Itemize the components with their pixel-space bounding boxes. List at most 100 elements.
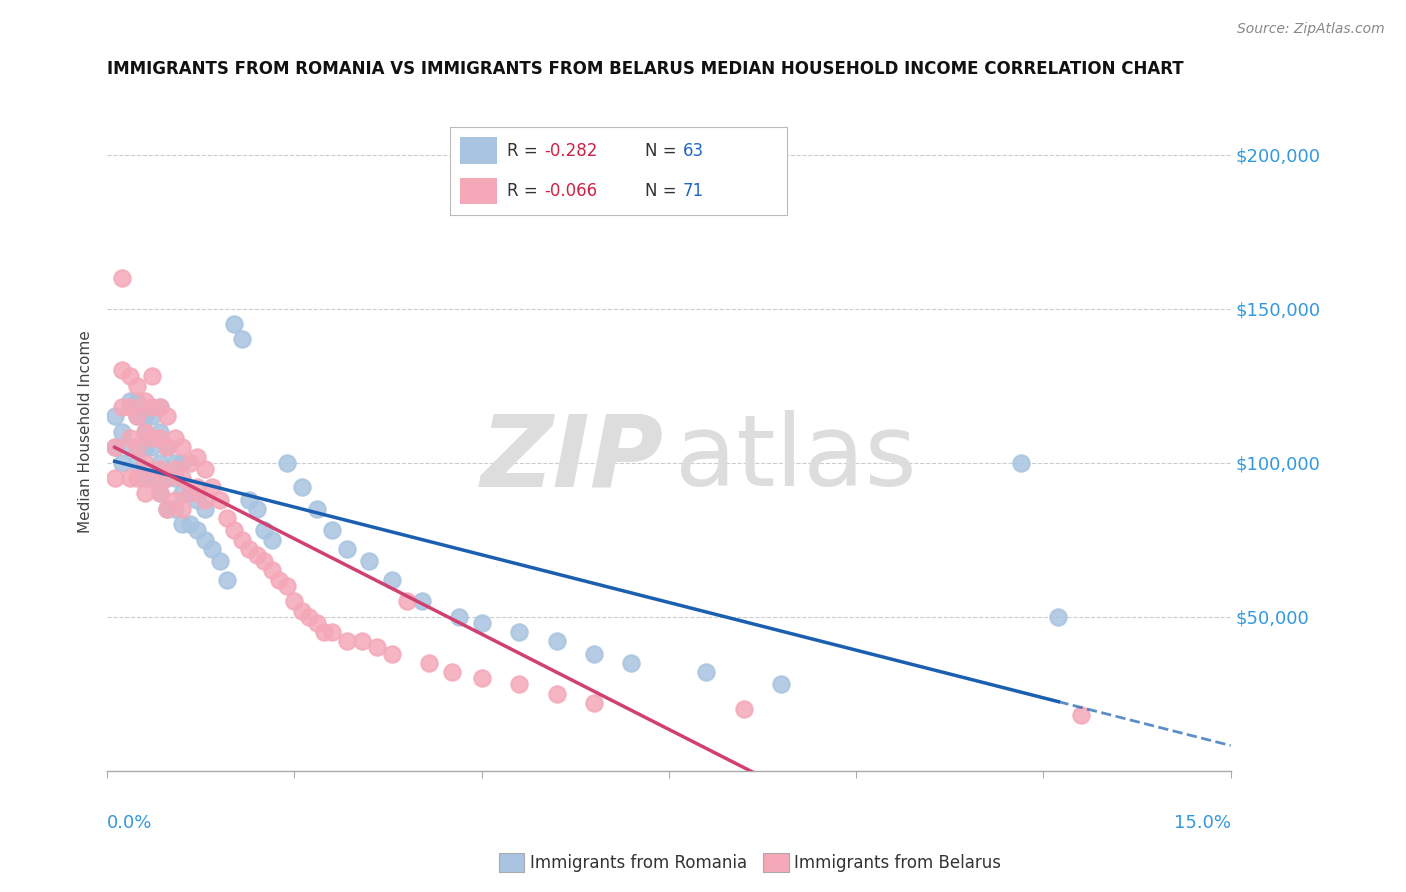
- Point: [149, 456, 172, 470]
- Point: [305, 501, 328, 516]
- Point: [149, 486, 172, 500]
- Point: [336, 634, 359, 648]
- Point: [170, 517, 193, 532]
- Point: [238, 492, 260, 507]
- Point: [156, 440, 179, 454]
- Point: [149, 401, 172, 415]
- Point: [149, 401, 172, 415]
- Point: [253, 524, 276, 538]
- Point: [118, 394, 141, 409]
- Point: [127, 456, 149, 470]
- Text: atlas: atlas: [675, 410, 917, 508]
- Point: [134, 440, 156, 454]
- Point: [118, 440, 141, 454]
- Point: [1010, 456, 1032, 470]
- Point: [395, 594, 418, 608]
- Point: [186, 450, 208, 464]
- Point: [231, 333, 253, 347]
- Point: [179, 456, 201, 470]
- Text: Source: ZipAtlas.com: Source: ZipAtlas.com: [1237, 22, 1385, 37]
- Point: [141, 471, 163, 485]
- Point: [224, 317, 246, 331]
- Point: [381, 573, 404, 587]
- Point: [156, 409, 179, 424]
- Point: [246, 501, 269, 516]
- Point: [163, 501, 186, 516]
- Point: [163, 471, 186, 485]
- Point: [156, 471, 179, 485]
- Point: [253, 554, 276, 568]
- Point: [193, 533, 215, 547]
- Point: [134, 471, 156, 485]
- Point: [104, 440, 127, 454]
- Point: [156, 440, 179, 454]
- Point: [201, 480, 224, 494]
- Point: [246, 548, 269, 562]
- Point: [179, 486, 201, 500]
- Point: [582, 647, 605, 661]
- Point: [350, 634, 373, 648]
- Point: [134, 456, 156, 470]
- Point: [276, 579, 298, 593]
- Text: Immigrants from Belarus: Immigrants from Belarus: [794, 854, 1001, 871]
- Point: [156, 501, 179, 516]
- Point: [111, 456, 134, 470]
- Point: [440, 665, 463, 680]
- Point: [141, 431, 163, 445]
- Point: [170, 486, 193, 500]
- Text: 15.0%: 15.0%: [1174, 814, 1230, 832]
- Point: [215, 511, 238, 525]
- Point: [149, 486, 172, 500]
- Point: [186, 492, 208, 507]
- Point: [546, 687, 568, 701]
- Point: [118, 431, 141, 445]
- Point: [449, 609, 471, 624]
- Point: [141, 440, 163, 454]
- Point: [134, 425, 156, 439]
- Point: [104, 409, 127, 424]
- Point: [582, 696, 605, 710]
- Point: [149, 425, 172, 439]
- Point: [508, 677, 530, 691]
- Point: [366, 640, 388, 655]
- Point: [193, 462, 215, 476]
- Point: [471, 671, 494, 685]
- Point: [193, 501, 215, 516]
- Point: [118, 471, 141, 485]
- Point: [149, 462, 172, 476]
- Point: [163, 462, 186, 476]
- Point: [127, 440, 149, 454]
- Point: [305, 615, 328, 630]
- Point: [508, 625, 530, 640]
- Point: [104, 440, 127, 454]
- Point: [1070, 708, 1092, 723]
- Point: [127, 471, 149, 485]
- Point: [134, 425, 156, 439]
- Point: [1047, 609, 1070, 624]
- Point: [141, 409, 163, 424]
- Point: [298, 609, 321, 624]
- Point: [170, 440, 193, 454]
- Point: [170, 501, 193, 516]
- Point: [186, 524, 208, 538]
- Point: [471, 615, 494, 630]
- Point: [111, 401, 134, 415]
- Point: [127, 394, 149, 409]
- Point: [156, 471, 179, 485]
- Point: [134, 394, 156, 409]
- Point: [118, 369, 141, 384]
- Point: [215, 573, 238, 587]
- Point: [314, 625, 336, 640]
- Point: [179, 486, 201, 500]
- Point: [546, 634, 568, 648]
- Point: [163, 492, 186, 507]
- Point: [276, 456, 298, 470]
- Point: [238, 541, 260, 556]
- Point: [141, 471, 163, 485]
- Point: [260, 564, 283, 578]
- Point: [186, 480, 208, 494]
- Text: Immigrants from Romania: Immigrants from Romania: [530, 854, 747, 871]
- Point: [111, 425, 134, 439]
- Y-axis label: Median Household Income: Median Household Income: [79, 331, 93, 533]
- Point: [733, 702, 755, 716]
